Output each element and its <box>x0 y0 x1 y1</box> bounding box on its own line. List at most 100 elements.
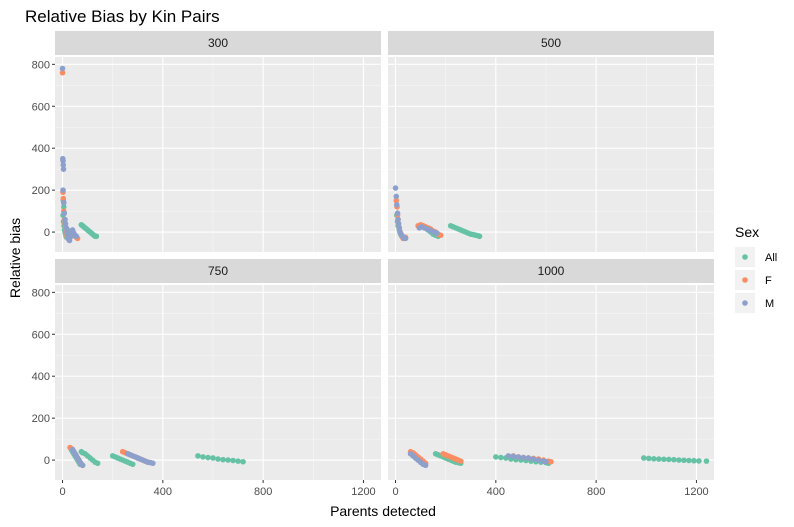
point-all <box>215 456 221 462</box>
y-tick-label: 800 <box>32 59 50 71</box>
point-m <box>73 233 80 240</box>
legend-swatch-f <box>742 277 748 283</box>
point-all <box>195 453 201 459</box>
legend-items: All FM <box>735 247 777 313</box>
point-m <box>62 216 68 223</box>
point-m <box>60 157 66 164</box>
point-m <box>150 460 156 467</box>
facet-strip <box>55 31 381 55</box>
y-tick-label: 600 <box>32 329 50 341</box>
legend-label-all: All <box>765 252 777 264</box>
point-all <box>235 458 241 464</box>
point-all <box>93 233 100 240</box>
point-m <box>60 166 67 172</box>
point-m <box>395 220 402 227</box>
point-m <box>79 462 86 469</box>
point-all <box>671 456 677 463</box>
point-m <box>395 216 401 223</box>
point-m <box>515 454 522 460</box>
point-m <box>62 220 69 227</box>
point-all <box>696 458 702 464</box>
point-all <box>666 456 672 463</box>
x-tick-label: 1200 <box>684 486 708 498</box>
point-m <box>402 235 409 242</box>
y-tick-label: 200 <box>32 413 50 425</box>
point-all <box>498 454 504 461</box>
facet-panels: 300 0 200 400 600 800 500 750 0 200 400 600 800 0 400 8… <box>32 31 714 498</box>
point-f <box>548 458 554 465</box>
facet-strip <box>388 259 714 283</box>
y-tick-label: 800 <box>32 287 50 299</box>
point-f <box>393 197 400 204</box>
point-all <box>691 457 697 464</box>
point-all <box>220 456 226 463</box>
legend-swatch-m <box>742 300 748 306</box>
point-m <box>59 65 66 72</box>
x-tick-label: 800 <box>254 486 272 498</box>
chart-title: Relative Bias by Kin Pairs <box>25 7 220 26</box>
point-m <box>396 225 403 231</box>
facet-label: 500 <box>541 36 561 50</box>
point-m <box>543 458 549 465</box>
panel-background <box>55 57 381 252</box>
legend-label-m: M <box>765 298 774 310</box>
point-m <box>535 457 542 463</box>
point-f <box>60 195 67 202</box>
point-m <box>394 210 401 217</box>
point-m <box>60 162 67 168</box>
point-m <box>510 453 517 460</box>
x-tick-label: 0 <box>59 486 65 498</box>
facet-label: 300 <box>208 36 228 50</box>
point-all <box>60 204 67 210</box>
point-m <box>530 456 537 462</box>
point-m <box>60 187 66 193</box>
point-m <box>505 453 512 459</box>
facet-label: 1000 <box>538 264 565 278</box>
x-tick-label: 0 <box>392 486 398 498</box>
point-m <box>60 199 67 206</box>
point-m <box>63 225 70 231</box>
panel-background <box>388 285 714 480</box>
panel-1000: 1000 0 400 800 1200 <box>388 259 714 498</box>
point-all <box>661 456 667 463</box>
point-all <box>225 457 231 463</box>
x-tick-label: 1200 <box>351 486 375 498</box>
point-all <box>493 454 499 460</box>
panel-background <box>55 285 381 480</box>
point-all <box>240 458 246 465</box>
point-f <box>457 458 464 464</box>
y-tick-label: 0 <box>44 455 50 467</box>
point-f <box>59 69 66 76</box>
x-tick-label: 400 <box>487 486 505 498</box>
point-all <box>200 454 206 460</box>
panel-background <box>388 57 714 252</box>
point-all <box>676 457 682 463</box>
point-all <box>230 457 236 464</box>
point-m <box>520 454 527 461</box>
legend-title: Sex <box>735 224 759 240</box>
x-tick-label: 400 <box>154 486 172 498</box>
point-m <box>525 455 532 461</box>
x-tick-label: 800 <box>587 486 605 498</box>
y-tick-label: 400 <box>32 371 50 383</box>
y-tick-label: 400 <box>32 143 50 155</box>
point-all <box>476 233 483 240</box>
legend: Sex All FM <box>735 224 777 313</box>
facet-label: 750 <box>208 264 228 278</box>
y-tick-label: 0 <box>44 227 50 239</box>
point-all <box>651 456 657 462</box>
legend-swatch-all <box>742 254 748 260</box>
point-all <box>129 461 136 468</box>
point-all <box>646 455 652 462</box>
point-m <box>434 230 440 236</box>
facet-strip <box>55 259 381 283</box>
point-all <box>94 460 101 467</box>
y-tick-label: 600 <box>32 101 50 113</box>
point-m <box>393 202 400 208</box>
point-m <box>422 462 429 469</box>
point-m <box>392 185 399 191</box>
legend-label-f: F <box>765 275 772 287</box>
point-all <box>205 454 211 461</box>
point-all <box>210 455 216 461</box>
